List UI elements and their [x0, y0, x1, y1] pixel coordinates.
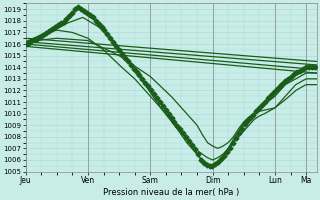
X-axis label: Pression niveau de la mer( hPa ): Pression niveau de la mer( hPa ) — [103, 188, 239, 197]
